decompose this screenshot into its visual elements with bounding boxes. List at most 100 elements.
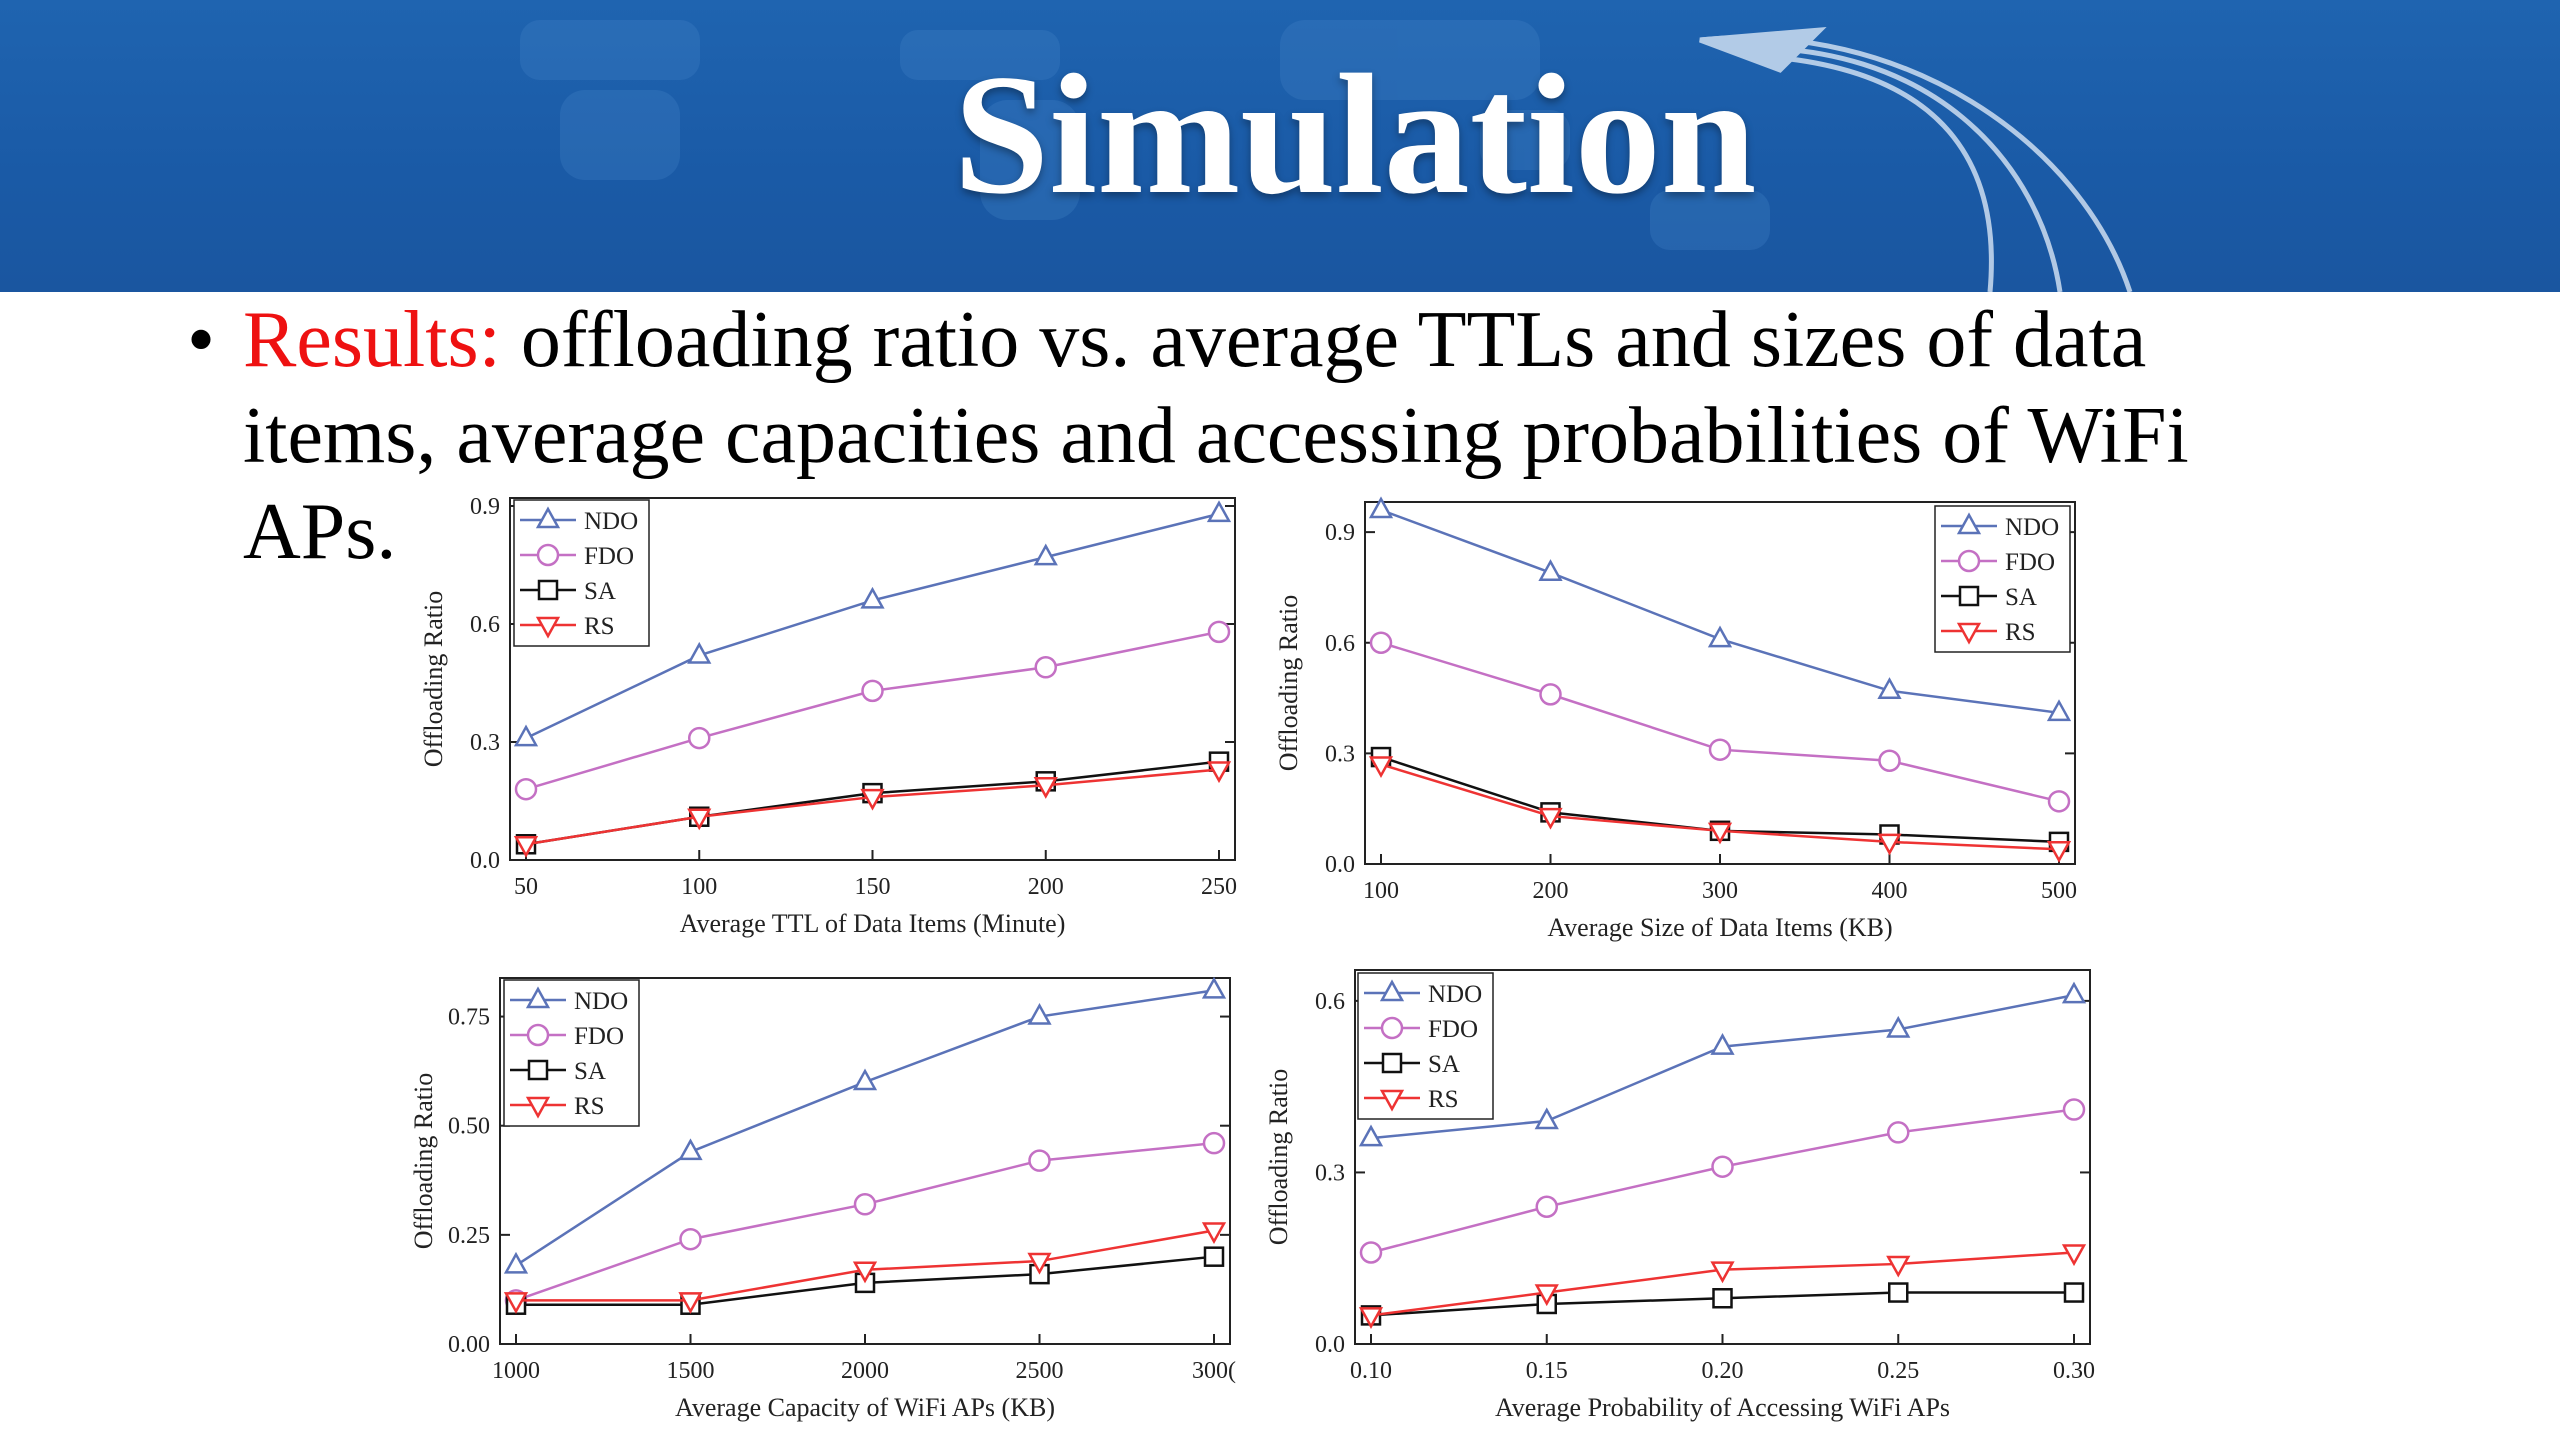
bullet-line-1: offloading ratio vs. average TTLs and si… [500, 296, 2147, 384]
bullet-lead: Results: [243, 296, 501, 384]
data-point-fdo [1535, 1195, 1558, 1218]
data-point-rs [1538, 807, 1563, 830]
legend-label-sa: SA [2005, 584, 2037, 611]
legend-box [513, 499, 650, 647]
data-point-rs [1033, 777, 1058, 799]
y-tick-label: 0.6 [1325, 631, 1355, 657]
legend-label-fdo: FDO [1428, 1016, 1478, 1043]
data-point-ndo [687, 641, 712, 664]
x-tick-label: 50 [514, 874, 538, 900]
legend-marker-rs [525, 1096, 551, 1119]
bullet-line-3: APs. [243, 488, 397, 576]
data-point-rs [860, 788, 885, 811]
y-axis-label: Offloading Ratio [419, 591, 448, 767]
x-tick-label: 150 [855, 874, 891, 900]
legend-label-ndo: NDO [2005, 514, 2059, 541]
legend-marker-ndo [535, 506, 561, 529]
legend-marker-ndo [1379, 979, 1405, 1002]
y-tick-label: 0.0 [1325, 852, 1355, 878]
data-point-ndo [1534, 1107, 1559, 1130]
x-axis-label: Average Capacity of WiFi APs (KB) [675, 1393, 1055, 1422]
legend-marker-rs [1956, 622, 1982, 645]
legend-label-rs: RS [584, 613, 615, 640]
data-point-ndo [513, 724, 539, 747]
x-tick-label: 100 [1363, 878, 1399, 904]
y-tick-label: 0.25 [448, 1223, 490, 1249]
data-point-fdo [1034, 656, 1057, 679]
chart-size: 0.0 0.3 0.6 0.9 100 200 300 400 500 Average Size … [1274, 496, 2077, 942]
legend-label-ndo: NDO [1428, 981, 1482, 1008]
series-line-fdo [525, 630, 1220, 791]
data-point-rs [513, 836, 539, 858]
legend-label-ndo: NDO [574, 988, 628, 1015]
legend-label-ndo: NDO [584, 508, 638, 535]
data-point-rs [2061, 1244, 2087, 1267]
x-tick-label: 0.15 [1526, 1358, 1568, 1384]
data-point-rs [1877, 833, 1902, 856]
data-point-ndo [678, 1138, 703, 1161]
x-tick-label: 200 [1533, 878, 1569, 904]
world-map-decoration [520, 20, 2133, 292]
legend-marker-fdo [536, 543, 560, 567]
legend-label-fdo: FDO [2005, 549, 2055, 576]
legend-marker-sa [527, 1059, 549, 1081]
legend-label-sa: SA [584, 578, 616, 605]
data-point-fdo [1878, 749, 1901, 772]
data-point-ndo [503, 1251, 529, 1274]
data-point-rs [852, 1261, 878, 1284]
x-tick-label: 2500 [1016, 1358, 1064, 1384]
y-tick-label: 0.9 [470, 494, 500, 520]
legend-label-sa: SA [1428, 1051, 1460, 1078]
legend-marker-rs [535, 616, 561, 639]
series-line-fdo [1370, 1108, 2075, 1254]
data-point-ndo [1707, 625, 1733, 648]
data-point-sa [1712, 1288, 1733, 1309]
data-point-ndo [1886, 1015, 1911, 1038]
bullet-marker: • [187, 296, 216, 384]
legend-label-rs: RS [1428, 1086, 1459, 1113]
data-point-ndo [860, 586, 885, 609]
y-tick-label: 0.6 [1315, 989, 1345, 1015]
data-point-rs [678, 1292, 703, 1314]
data-point-fdo [1359, 1241, 1383, 1264]
data-point-rs [1707, 822, 1733, 845]
x-tick-label: 1000 [492, 1358, 540, 1384]
legend-marker-sa [537, 579, 559, 601]
data-point-ndo [1206, 500, 1232, 523]
data-point-fdo [1887, 1121, 1910, 1144]
data-point-fdo [679, 1227, 702, 1251]
legend-marker-sa [1958, 585, 1980, 607]
data-point-ndo [1368, 496, 1394, 519]
y-axis-label: Offloading Ratio [409, 1073, 438, 1249]
data-point-sa [2063, 1282, 2085, 1303]
x-tick-label: 200 [1028, 874, 1064, 900]
x-tick-label: 300 [1702, 878, 1738, 904]
chart-ttl: 0.0 0.3 0.6 0.9 50 100 150 200 250 Average TTL of… [419, 494, 1237, 938]
y-tick-label: 0.6 [470, 612, 500, 638]
data-point-ndo [1538, 559, 1563, 581]
data-point-sa [1203, 1246, 1225, 1267]
x-tick-label: 400 [1872, 878, 1908, 904]
data-point-rs [2046, 841, 2072, 863]
data-point-rs [1368, 756, 1394, 779]
data-point-fdo [853, 1193, 877, 1216]
legend-marker-fdo [526, 1023, 550, 1047]
data-point-ndo [1027, 1002, 1052, 1025]
y-tick-label: 0.3 [470, 730, 500, 756]
legend-marker-rs [1379, 1089, 1405, 1112]
data-point-fdo [514, 777, 538, 801]
data-point-ndo [2061, 981, 2087, 1004]
data-point-fdo [1711, 1155, 1734, 1178]
data-point-fdo [2047, 790, 2071, 813]
data-point-fdo [861, 679, 884, 703]
data-point-ndo [1710, 1033, 1735, 1055]
chart-probability: 0.0 0.3 0.6 0.10 0.15 0.20 0.25 0.30 Average Pro… [1264, 969, 2095, 1422]
x-axis-label: Average TTL of Data Items (Minute) [680, 909, 1066, 938]
bullet-text: Results: offloading ratio vs. average TT… [243, 292, 2443, 580]
y-tick-label: 0.75 [448, 1005, 490, 1031]
legend-marker-ndo [525, 986, 551, 1009]
legend-box [1357, 972, 1494, 1120]
data-point-rs [1027, 1252, 1052, 1275]
data-point-fdo [1539, 683, 1562, 706]
x-tick-label: 0.10 [1350, 1358, 1392, 1384]
